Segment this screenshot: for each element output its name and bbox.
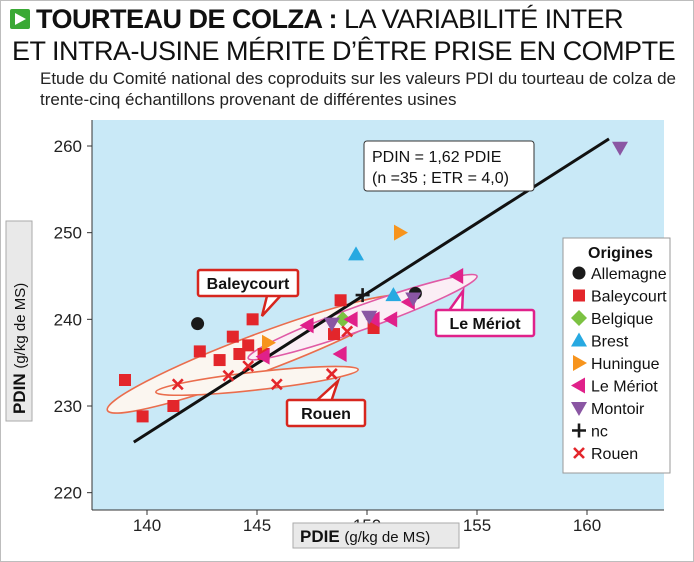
y-axis-title: PDIN (g/kg de MS) xyxy=(10,283,29,414)
callout-baleycourt-label: Baleycourt xyxy=(207,276,290,293)
point-le-meriot xyxy=(365,311,380,328)
play-arrow-icon xyxy=(10,9,30,29)
legend-marker-brest xyxy=(571,332,587,347)
point-baleycourt xyxy=(334,294,347,307)
callout-le-meriot-label: Le Mériot xyxy=(449,316,521,333)
point-baleycourt xyxy=(246,313,259,326)
point-montoir xyxy=(612,141,628,156)
subtitle: Etude du Comité national des coproduits … xyxy=(40,69,676,109)
callout-rouen-label: Rouen xyxy=(301,406,351,423)
point-allemagne xyxy=(191,317,205,331)
point-le-meriot xyxy=(255,348,270,365)
point-le-meriot xyxy=(343,311,358,328)
point-nc xyxy=(355,288,370,303)
point-rouen xyxy=(325,368,338,380)
regression-label-box xyxy=(363,140,535,192)
point-belgique xyxy=(334,311,351,328)
point-brest xyxy=(348,246,364,261)
legend-label-le-meriot: Le Mériot xyxy=(591,379,658,396)
point-rouen xyxy=(171,378,184,391)
point-baleycourt xyxy=(242,339,255,352)
point-baleycourt xyxy=(213,354,226,367)
title-line-2: ET INTRA-USINE MÉRITE D’ÊTRE PRISE EN CO… xyxy=(12,36,676,66)
regression-equation: PDIN = 1,62 PDIE xyxy=(372,149,501,166)
x-tick-label: 145 xyxy=(243,516,271,535)
point-le-meriot xyxy=(449,268,464,284)
y-tick-label: 220 xyxy=(54,484,82,503)
point-rouen xyxy=(242,360,255,373)
legend-label-belgique: Belgique xyxy=(591,311,653,328)
point-le-meriot xyxy=(383,311,398,328)
legend-label-brest: Brest xyxy=(591,334,629,351)
legend-marker-montoir xyxy=(571,402,587,416)
legend-marker-nc xyxy=(572,423,586,438)
legend-marker-rouen xyxy=(573,447,585,459)
legend-label-huningue: Huningue xyxy=(591,356,660,373)
point-baleycourt xyxy=(119,374,131,386)
title-bold: TOURTEAU DE COLZA : xyxy=(36,4,338,34)
x-tick-label: 140 xyxy=(133,516,161,535)
point-huningue xyxy=(394,224,408,241)
point-baleycourt xyxy=(226,330,239,343)
x-axis-title: PDIE (g/kg de MS) xyxy=(300,527,430,546)
point-baleycourt xyxy=(167,400,180,412)
point-le-meriot xyxy=(299,317,314,334)
title-rest: LA VARIABILITÉ INTER xyxy=(344,4,624,34)
callout-rouen-box xyxy=(285,398,367,428)
title-line-1: TOURTEAU DE COLZA : LA VARIABILITÉ INTER xyxy=(10,4,624,34)
y-tick-label: 230 xyxy=(54,397,82,416)
x-tick-label: 160 xyxy=(573,516,601,535)
point-montoir xyxy=(405,292,422,307)
legend-label-rouen: Rouen xyxy=(591,446,638,463)
legend-marker-baleycourt xyxy=(573,289,585,302)
legend-label-montoir: Montoir xyxy=(591,401,645,418)
legend-label-baleycourt: Baleycourt xyxy=(591,289,667,306)
y-axis-title-box xyxy=(5,220,33,422)
y-tick-label: 260 xyxy=(54,137,82,156)
point-le-meriot xyxy=(332,346,347,362)
point-baleycourt xyxy=(328,328,340,341)
legend-marker-allemagne xyxy=(572,266,586,280)
legend-marker-huningue xyxy=(573,355,587,371)
legend-label-allemagne: Allemagne xyxy=(591,266,667,283)
point-montoir xyxy=(361,310,378,325)
callout-le-meriot-box xyxy=(434,308,536,338)
point-montoir xyxy=(323,317,340,332)
x-tick-label: 155 xyxy=(463,516,491,535)
legend-title: Origines xyxy=(588,245,653,262)
legend-marker-belgique xyxy=(571,310,587,326)
y-tick-label: 240 xyxy=(54,310,82,329)
callout-baleycourt-box xyxy=(196,268,300,298)
y-tick-label: 250 xyxy=(54,224,82,243)
regression-stats: (n =35 ; ETR = 4,0) xyxy=(372,170,509,187)
point-rouen xyxy=(222,369,235,382)
x-axis-title-box xyxy=(292,522,460,549)
point-baleycourt xyxy=(136,410,149,423)
legend-label-nc: nc xyxy=(591,424,608,441)
rouen-envelope xyxy=(154,365,360,397)
point-rouen xyxy=(341,325,354,338)
point-brest xyxy=(385,287,402,302)
point-huningue xyxy=(262,334,276,351)
point-baleycourt xyxy=(193,345,206,358)
point-rouen xyxy=(270,378,283,391)
legend-marker-le-meriot xyxy=(571,377,585,394)
